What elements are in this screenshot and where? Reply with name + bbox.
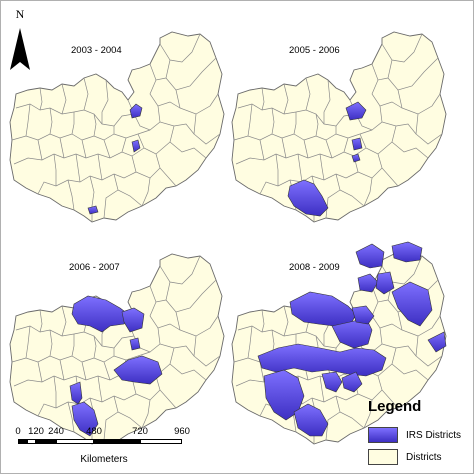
north-arrow: N: [9, 8, 31, 20]
irs-district: [287, 179, 329, 217]
legend-label-districts: Districts: [406, 451, 442, 463]
irs-district: [113, 355, 163, 385]
scale-tick: 480: [86, 426, 102, 437]
scale-tick: 0: [15, 426, 21, 437]
irs-district: [391, 281, 433, 327]
irs-district: [391, 241, 423, 263]
irs-district: [355, 243, 385, 269]
legend-swatch-districts: [368, 449, 398, 465]
legend-item-irs-districts: IRS Districts: [368, 427, 461, 443]
scale-tick: 720: [132, 426, 148, 437]
north-label: N: [15, 7, 25, 21]
scale-segment: [140, 439, 182, 444]
irs-district: [351, 137, 363, 151]
irs-district: [341, 371, 363, 393]
irs-district: [427, 331, 447, 353]
irs-district: [257, 343, 387, 377]
scale-tick: 960: [174, 426, 190, 437]
irs-district: [331, 317, 373, 349]
map-panel-2003-2004: [9, 31, 225, 223]
irs-district: [87, 205, 99, 215]
irs-district: [71, 401, 99, 437]
irs-district: [69, 381, 83, 405]
irs-district: [345, 101, 367, 121]
irs-district: [71, 295, 129, 333]
panel-label-2008-2009: 2008 - 2009: [289, 262, 340, 273]
panel-label-2005-2006: 2005 - 2006: [289, 45, 340, 56]
legend-title: Legend: [368, 398, 422, 415]
legend: Legend IRS Districts Districts: [355, 396, 470, 470]
map-panel-2005-2006: [231, 31, 447, 223]
irs-district: [293, 403, 329, 437]
irs-district: [121, 307, 145, 333]
legend-swatch-irs: [368, 427, 398, 443]
irs-district: [357, 273, 379, 293]
scale-bar: 0 120 240 480 720 960 Kilometers: [14, 426, 194, 466]
scale-segment: [94, 439, 140, 444]
irs-district: [351, 153, 361, 163]
scale-segment: [18, 439, 27, 444]
scale-segment: [36, 439, 56, 444]
scale-segment: [27, 439, 36, 444]
legend-label-irs: IRS Districts: [406, 429, 461, 441]
scale-tick: 120: [28, 426, 44, 437]
scale-unit: Kilometers: [80, 454, 128, 465]
panel-label-2003-2004: 2003 - 2004: [71, 45, 122, 56]
irs-district: [131, 139, 141, 153]
irs-district: [321, 371, 343, 393]
scale-tick: 240: [48, 426, 64, 437]
map-panel-2006-2007: [9, 253, 225, 445]
north-arrow-icon: [10, 28, 30, 70]
irs-district: [129, 337, 141, 351]
irs-district: [351, 305, 375, 325]
irs-district: [129, 103, 143, 119]
legend-item-districts: Districts: [368, 449, 442, 465]
map-panel-2008-2009: [231, 241, 447, 445]
irs-district: [375, 271, 395, 295]
scale-segment: [56, 439, 94, 444]
panel-label-2006-2007: 2006 - 2007: [69, 262, 120, 273]
